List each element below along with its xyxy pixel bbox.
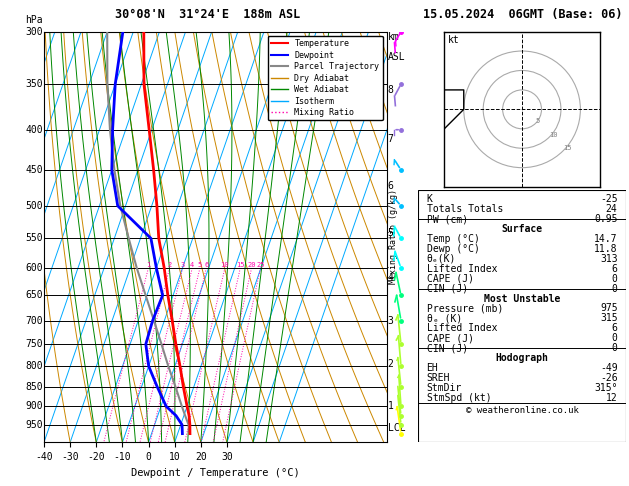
Text: θₑ (K): θₑ (K) (426, 313, 462, 323)
Text: θₑ(K): θₑ(K) (426, 254, 456, 264)
Text: 550: 550 (25, 233, 43, 243)
Text: 30°08'N  31°24'E  188m ASL: 30°08'N 31°24'E 188m ASL (115, 8, 300, 21)
Text: 600: 600 (25, 263, 43, 273)
Text: 6: 6 (387, 181, 394, 191)
Text: ASL: ASL (387, 52, 405, 62)
Text: -26: -26 (600, 373, 618, 383)
Text: 3: 3 (387, 316, 394, 326)
Text: 5: 5 (387, 228, 394, 238)
Text: Surface: Surface (501, 224, 543, 234)
Text: 11.8: 11.8 (594, 244, 618, 254)
Text: 400: 400 (25, 125, 43, 135)
Text: 7: 7 (387, 134, 394, 144)
Text: 6: 6 (204, 262, 208, 268)
Text: 0.95: 0.95 (594, 214, 618, 224)
Text: 900: 900 (25, 401, 43, 411)
Text: 450: 450 (25, 165, 43, 175)
Text: Lifted Index: Lifted Index (426, 323, 497, 333)
Text: CIN (J): CIN (J) (426, 284, 468, 294)
Text: 5: 5 (198, 262, 202, 268)
Text: kt: kt (448, 35, 460, 46)
Text: 700: 700 (25, 315, 43, 326)
Text: 6: 6 (611, 323, 618, 333)
Text: -49: -49 (600, 363, 618, 373)
Text: 10: 10 (221, 262, 229, 268)
Text: 4: 4 (387, 273, 394, 283)
Text: 1: 1 (387, 400, 394, 411)
Text: 5: 5 (536, 118, 540, 124)
Text: EH: EH (426, 363, 438, 373)
Text: 8: 8 (387, 85, 394, 95)
Text: 350: 350 (25, 79, 43, 89)
Text: 25: 25 (256, 262, 265, 268)
Text: 20: 20 (247, 262, 256, 268)
Text: K: K (426, 194, 433, 205)
Text: 315: 315 (600, 313, 618, 323)
Text: 14.7: 14.7 (594, 234, 618, 244)
Text: 2: 2 (387, 359, 394, 369)
Text: 0: 0 (611, 343, 618, 353)
Text: SREH: SREH (426, 373, 450, 383)
Text: 0: 0 (611, 284, 618, 294)
Text: 315°: 315° (594, 383, 618, 393)
Text: 850: 850 (25, 382, 43, 392)
Text: 650: 650 (25, 290, 43, 300)
Text: Mixing Ratio (g/kg): Mixing Ratio (g/kg) (389, 190, 398, 284)
Text: © weatheronline.co.uk: © weatheronline.co.uk (465, 406, 579, 415)
Text: km: km (387, 32, 399, 42)
Text: Pressure (mb): Pressure (mb) (426, 303, 503, 313)
Text: 750: 750 (25, 339, 43, 349)
Text: 313: 313 (600, 254, 618, 264)
Text: 15: 15 (236, 262, 245, 268)
Text: Dewp (°C): Dewp (°C) (426, 244, 479, 254)
Text: 0: 0 (611, 274, 618, 284)
Text: Hodograph: Hodograph (496, 353, 548, 363)
Text: 2: 2 (167, 262, 172, 268)
X-axis label: Dewpoint / Temperature (°C): Dewpoint / Temperature (°C) (131, 468, 300, 478)
Text: CAPE (J): CAPE (J) (426, 333, 474, 343)
Text: Most Unstable: Most Unstable (484, 294, 560, 304)
Text: Lifted Index: Lifted Index (426, 264, 497, 274)
Text: 3: 3 (181, 262, 185, 268)
Text: 6: 6 (611, 264, 618, 274)
Text: 1: 1 (147, 262, 150, 268)
Text: -25: -25 (600, 194, 618, 205)
Text: CAPE (J): CAPE (J) (426, 274, 474, 284)
Text: 10: 10 (549, 132, 558, 138)
Text: StmSpd (kt): StmSpd (kt) (426, 393, 491, 403)
Text: 4: 4 (190, 262, 194, 268)
Text: 950: 950 (25, 420, 43, 430)
Text: 500: 500 (25, 201, 43, 211)
Text: 15.05.2024  06GMT (Base: 06): 15.05.2024 06GMT (Base: 06) (423, 8, 623, 21)
Text: Temp (°C): Temp (°C) (426, 234, 479, 244)
Text: 0: 0 (611, 333, 618, 343)
Text: 24: 24 (606, 204, 618, 214)
Text: 12: 12 (606, 393, 618, 403)
Text: hPa: hPa (25, 15, 43, 25)
Text: LCL: LCL (387, 423, 405, 434)
Legend: Temperature, Dewpoint, Parcel Trajectory, Dry Adiabat, Wet Adiabat, Isotherm, Mi: Temperature, Dewpoint, Parcel Trajectory… (268, 36, 382, 121)
Text: 975: 975 (600, 303, 618, 313)
Text: CIN (J): CIN (J) (426, 343, 468, 353)
Text: Totals Totals: Totals Totals (426, 204, 503, 214)
Text: 800: 800 (25, 361, 43, 371)
Text: StmDir: StmDir (426, 383, 462, 393)
Text: 300: 300 (25, 27, 43, 36)
Text: 15: 15 (563, 145, 571, 151)
Text: PW (cm): PW (cm) (426, 214, 468, 224)
